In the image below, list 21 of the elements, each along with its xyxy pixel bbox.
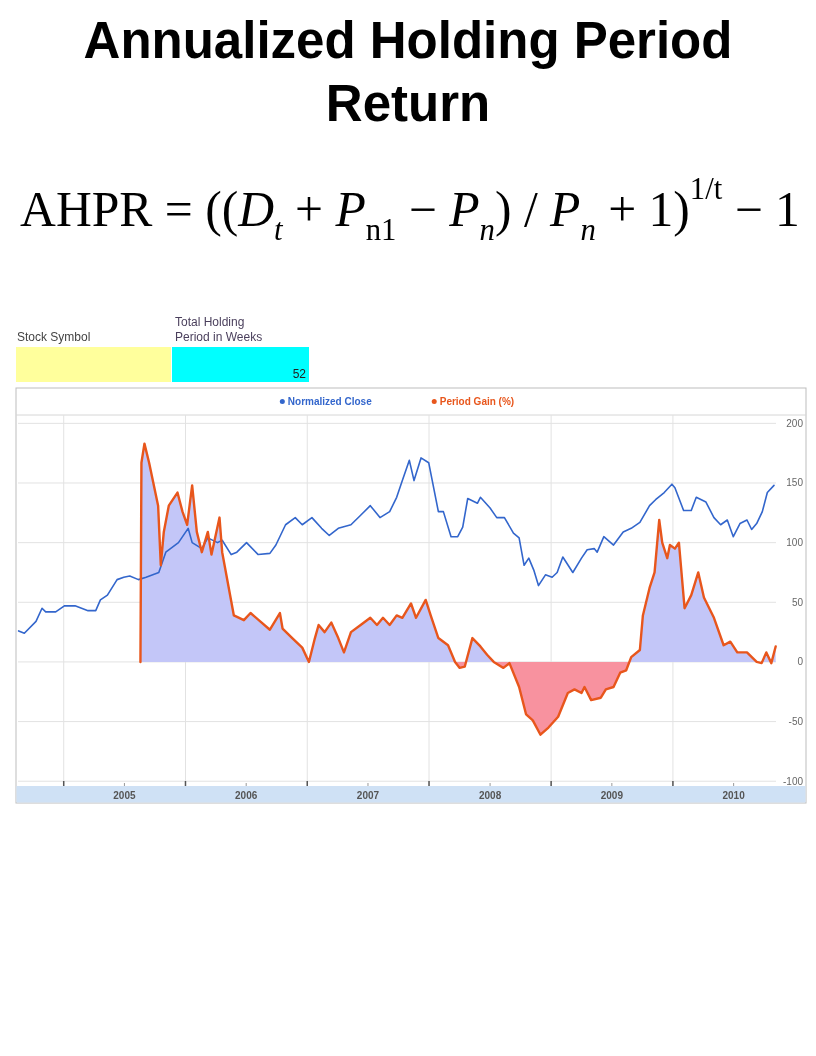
text: 52	[292, 367, 307, 381]
y-tick-label: -50	[788, 716, 804, 728]
y-tick-label: 200	[786, 417, 804, 429]
y-tick-label: -100	[782, 775, 804, 787]
text: Total Holding Period in Weeks	[175, 315, 263, 344]
text: Period Gain (%)	[439, 396, 515, 407]
x-tick-label: 2007	[356, 790, 380, 801]
chart-title: Annualized Holding Period Return	[83, 12, 733, 132]
y-tick-label: 150	[786, 477, 804, 489]
line-series	[17, 457, 775, 635]
x-tick-label: 2006	[235, 790, 258, 801]
x-tick-label: 2009	[600, 790, 624, 801]
y-tick-label: 50	[791, 596, 804, 608]
y-tick-label: 100	[786, 537, 804, 549]
x-tick-label: 2008	[478, 790, 502, 801]
x-tick-label: 2005	[113, 790, 136, 801]
x-tick-label: 2010	[722, 790, 746, 801]
text: Stock Symbol	[17, 330, 91, 344]
text: Normalized Close	[287, 396, 373, 407]
y-tick-label: 0	[797, 656, 804, 668]
text: AHPR = ((D$_{t}$ + P$_{n1}$ − P$_{n}$) / P$_{n}$ + 1)$^{1/t}$ − 1	[20, 171, 800, 247]
